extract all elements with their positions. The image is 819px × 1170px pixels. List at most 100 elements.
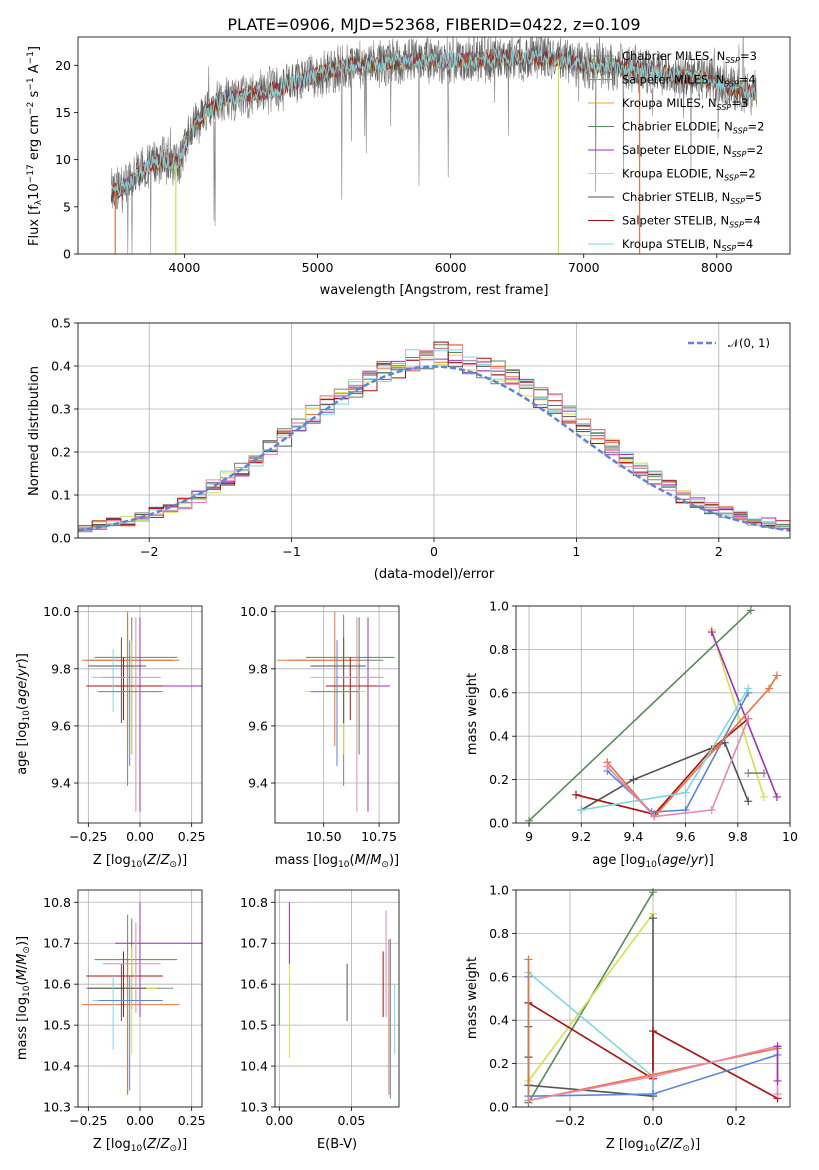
y-tick-label: 20 <box>55 58 71 73</box>
weight-point-marker <box>649 1089 657 1098</box>
y-tick-label: 5 <box>63 199 71 214</box>
x-tick-label: 0.25 <box>178 829 206 844</box>
weight-point-marker <box>759 769 768 778</box>
z-mass-xlabel: Z [log10(Z/Z⊙)] <box>93 1137 187 1154</box>
weight-point-marker <box>707 628 716 637</box>
y-tick-label: 10.3 <box>43 1100 71 1115</box>
x-tick-label: 0.2 <box>726 1113 746 1128</box>
weight-series-line <box>528 609 752 822</box>
spectrum-series-line <box>110 48 757 196</box>
spectrum-series-line <box>111 49 757 202</box>
x-tick-label: 0.25 <box>178 1113 206 1128</box>
weight-point-marker <box>772 671 781 680</box>
errorbar-point <box>98 640 163 766</box>
normal-curve-legend-label: 𝒩(0, 1) <box>728 336 770 350</box>
y-tick-label: 10.4 <box>43 1059 71 1074</box>
x-tick-label: 9.4 <box>623 829 643 844</box>
histogram-series <box>78 349 790 538</box>
z-weight-panel: −0.2 0.0 0.2 0.0 0.2 0.4 0.6 0.8 1.0 Z [log10(Z/… <box>465 883 791 1154</box>
spectrum-legend-label: Salpeter MILES, NSSP=4 <box>622 73 756 89</box>
z-age-panel: −0.25 0.00 0.25 9.4 9.6 9.8 10.0 Z [log10(Z/Z⊙… <box>15 604 206 870</box>
normal-curve <box>78 365 790 532</box>
spectrum-legend-label: Kroupa STELIB, NSSP=4 <box>622 237 753 253</box>
weight-point-marker <box>746 606 755 615</box>
errorbar-point <box>86 657 163 721</box>
spectrum-legend-label: Chabrier MILES, NSSP=3 <box>622 49 757 65</box>
spectrum-legend-label: Chabrier ELODIE, NSSP=2 <box>622 120 764 136</box>
y-tick-label: 10.8 <box>43 895 71 910</box>
x-tick-label: −0.2 <box>555 1113 585 1128</box>
weight-series-line <box>527 913 654 1082</box>
errorbar-point <box>82 611 180 746</box>
y-tick-label: 10.6 <box>43 977 71 992</box>
weight-point-marker <box>773 1076 782 1085</box>
y-tick-label: 10.0 <box>43 604 71 619</box>
age-weight-panel: 9 9.2 9.4 9.6 9.8 10 0.0 0.2 0.4 0.6 0.8 1.0 age [l… <box>465 599 798 871</box>
x-tick-label: 0.00 <box>126 1113 154 1128</box>
x-tick-label: 5000 <box>302 260 334 275</box>
weight-series-line <box>606 692 749 813</box>
errorbar-point <box>277 611 362 746</box>
weight-point-marker <box>572 790 581 799</box>
y-tick-label: 0.6 <box>489 685 509 700</box>
weight-point-marker <box>773 1089 782 1098</box>
z-weight-xlabel: Z [log10(Z/Z⊙)] <box>606 1137 700 1154</box>
spectrum-ylabel: Flux [fλ10−17 erg cm−2 s−1 A−1] <box>26 46 44 246</box>
y-tick-label: 0.6 <box>489 969 509 984</box>
y-tick-label: 10 <box>55 152 71 167</box>
y-tick-label: 9.8 <box>248 661 268 676</box>
errorbar-point <box>88 963 147 1022</box>
z-weight-ylabel: mass weight <box>465 957 480 1039</box>
y-tick-label: 9.4 <box>248 776 268 791</box>
ebv-mass-panel: 0.00 0.05 10.3 10.4 10.5 10.6 10.7 10.8 E(B-V) <box>240 889 400 1152</box>
weight-series-line <box>710 631 778 798</box>
weight-point-marker <box>744 769 753 778</box>
y-tick-label: 10.0 <box>240 604 268 619</box>
weight-series <box>773 1042 782 1085</box>
y-tick-label: 0.8 <box>489 642 509 657</box>
histogram-legend: 𝒩(0, 1) <box>688 336 770 350</box>
y-tick-label: 0.0 <box>489 816 509 831</box>
x-tick-label: 9.8 <box>728 829 748 844</box>
spectrum-legend-label: Salpeter STELIB, NSSP=4 <box>622 214 761 230</box>
weight-series-line <box>580 741 749 811</box>
z-age-xlabel: Z [log10(Z/Z⊙)] <box>93 853 187 870</box>
y-tick-label: 0.2 <box>489 772 509 787</box>
x-tick-label: 0 <box>430 544 438 559</box>
mass-age-panel: 10.50 10.75 9.4 9.6 9.8 10.0 mass [log10(M/M⊙… <box>240 604 400 870</box>
x-tick-label: 1 <box>572 544 580 559</box>
x-tick-label: 0.05 <box>337 1113 365 1128</box>
weight-point-marker <box>773 1042 782 1051</box>
y-tick-label: 10.3 <box>240 1100 268 1115</box>
residual-histogram-panel: −2 −1 0 1 2 0.0 0.1 0.2 0.3 0.4 0.5 𝒩(0, 1) (data-… <box>27 316 791 582</box>
ebv-mass-xlabel: E(B-V) <box>317 1137 357 1152</box>
y-tick-label: 9.8 <box>51 661 71 676</box>
x-tick-label: 0.00 <box>126 829 154 844</box>
x-tick-label: 2 <box>715 544 723 559</box>
spectrum-legend: Chabrier MILES, NSSP=3 Salpeter MILES, NS… <box>588 49 764 253</box>
y-tick-label: 0.5 <box>51 316 71 331</box>
y-tick-label: 0.0 <box>51 531 71 546</box>
x-tick-label: −1 <box>282 544 300 559</box>
x-tick-label: 9 <box>525 829 533 844</box>
histogram-ylabel: Normed distribution <box>27 366 42 496</box>
y-tick-label: 0.3 <box>51 402 71 417</box>
y-tick-label: 0.8 <box>489 926 509 941</box>
y-tick-label: 10.5 <box>240 1018 268 1033</box>
errorbar-point <box>102 922 161 1013</box>
histogram-xlabel: (data-model)/error <box>374 567 495 582</box>
x-tick-label: −0.25 <box>69 829 107 844</box>
weight-point-marker <box>744 714 753 723</box>
x-tick-label: −2 <box>140 544 158 559</box>
x-tick-label: 10 <box>782 829 798 844</box>
errorbar-point <box>82 963 180 1095</box>
y-tick-label: 0.2 <box>489 1056 509 1071</box>
histogram-series <box>78 344 790 538</box>
y-tick-label: 1.0 <box>489 883 509 898</box>
y-tick-label: 0.1 <box>51 488 71 503</box>
age-weight-xlabel: age [log10(age/yr)] <box>592 853 714 870</box>
weight-point-marker <box>577 805 586 814</box>
y-tick-label: 0 <box>63 247 71 262</box>
histogram-steps <box>78 341 790 538</box>
